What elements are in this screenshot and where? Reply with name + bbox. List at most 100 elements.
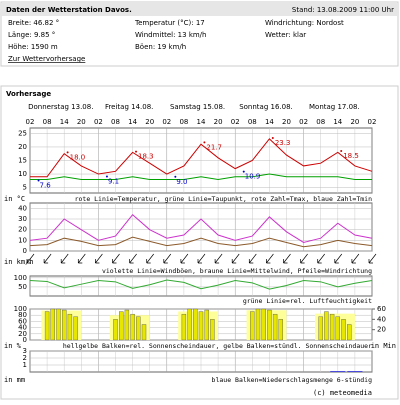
tmin-point: [37, 179, 40, 182]
caption: grüne Linie=rel. Luftfeuchtigkeit: [243, 297, 372, 305]
day-label: Donnerstag 13.08.: [28, 103, 93, 111]
y-tick-label: 50: [18, 283, 27, 291]
hour-label: 20: [145, 118, 154, 126]
wind-arrow: [231, 253, 240, 264]
unit-label: in °C: [4, 195, 25, 203]
tmax-point: [66, 151, 69, 154]
y-tick-label: 40: [18, 324, 27, 332]
y-tick-label: 10: [18, 170, 27, 178]
wind-arrow: [95, 253, 103, 264]
series-line: [30, 173, 372, 180]
hour-label: 20: [77, 118, 86, 126]
day-label: Samstag 15.08.: [170, 103, 225, 111]
y-tick-label: 60: [18, 317, 27, 325]
wind-arrow: [26, 253, 35, 264]
hour-label: 02: [26, 118, 35, 126]
wind-arrow: [266, 253, 274, 264]
forecast-title: Vorhersage: [6, 90, 51, 98]
wind-arrow: [283, 253, 291, 264]
wind-arrow: [77, 253, 86, 264]
tmin-label: 9.0: [176, 178, 187, 186]
hour-label: 20: [350, 118, 359, 126]
bar: [335, 316, 340, 341]
y-tick-label: 0: [23, 336, 27, 344]
caption: hellgelbe Balken=rel. Sonnenscheindauer,…: [63, 342, 372, 350]
bar: [73, 316, 78, 341]
wind-arrow: [214, 253, 223, 264]
bar: [330, 371, 346, 372]
info: Windrichtung: Nordost: [265, 19, 344, 27]
y-tick-label: 80: [18, 311, 27, 319]
y-tick-label: 15: [18, 157, 27, 165]
caption: violette Linie=Windböen, braune Linie=Mi…: [102, 267, 372, 275]
y-tick-label: 1: [23, 361, 27, 369]
y-tick-label: 2: [23, 354, 27, 362]
tmin-label: 7.6: [40, 182, 52, 190]
wind-arrow: [129, 253, 137, 264]
y-tick-label: 5: [23, 184, 27, 192]
info: Böen: 19 km/h: [135, 43, 186, 51]
series-line: [29, 236, 373, 248]
hour-label: 14: [197, 118, 206, 126]
bar: [181, 313, 187, 341]
hour-label: 08: [316, 118, 325, 126]
info: Wetter: klar: [265, 31, 306, 39]
unit-label: in mm: [4, 376, 25, 384]
tmax-label: 21.7: [206, 143, 222, 151]
bar: [341, 319, 346, 341]
wind-arrow: [351, 253, 360, 264]
wind-arrow: [60, 253, 69, 264]
info: Breite: 46.82 °: [8, 19, 59, 27]
credit: (c) meteomedia: [313, 389, 372, 397]
series-line: [30, 138, 373, 178]
bar: [118, 311, 124, 341]
y-tick-label: 100: [14, 274, 27, 282]
bar: [250, 311, 255, 341]
bar: [136, 316, 141, 341]
bar: [347, 324, 352, 341]
caption: blaue Balken=Niederschlagsmenge 6-stündi…: [212, 376, 373, 384]
bar: [124, 309, 130, 341]
y-tick-label: 20: [18, 330, 27, 338]
hour-label: 08: [43, 118, 52, 126]
bar: [278, 319, 283, 341]
unit-label: in %: [4, 342, 22, 350]
wind-arrow: [112, 253, 120, 264]
info: Windmittel: 13 km/h: [135, 31, 206, 39]
bar: [347, 371, 363, 372]
forecast-link[interactable]: Zur Wettervorhersage: [8, 55, 85, 63]
tmax-point: [203, 141, 206, 144]
hour-label: 14: [333, 118, 342, 126]
caption: rote Linie=Temperatur, grüne Linie=Taupu…: [75, 195, 372, 203]
hour-label: 14: [128, 118, 137, 126]
wind-arrow: [334, 253, 343, 264]
tmin-label: 9.1: [108, 177, 119, 185]
bar: [318, 316, 323, 341]
tmin-point: [174, 175, 177, 178]
y-tick-label: 0: [23, 247, 27, 255]
y-tick-label: 20: [18, 143, 27, 151]
hour-label: 20: [214, 118, 223, 126]
tmax-label: 18.0: [70, 153, 86, 161]
y-tick-label: 25: [18, 129, 27, 137]
y2-tick-label: 60: [377, 305, 386, 313]
hour-label: 08: [248, 118, 257, 126]
day-label: Sonntag 16.08.: [239, 103, 293, 111]
bar: [324, 311, 329, 341]
series-line: [29, 279, 373, 290]
bar: [193, 308, 198, 341]
station-title: Daten der Wetterstation Davos.: [6, 6, 132, 14]
hour-label: 02: [162, 118, 171, 126]
hour-label: 14: [265, 118, 274, 126]
bar: [261, 308, 266, 341]
unit-label: in Min: [371, 342, 396, 350]
tmax-label: 18.5: [343, 152, 359, 160]
unit-label: in km/h: [4, 258, 34, 266]
day-label: Montag 17.08.: [309, 103, 360, 111]
bar: [210, 319, 215, 341]
bar: [329, 313, 335, 341]
bar: [113, 319, 118, 341]
tmin-label: 10.9: [245, 173, 261, 181]
wind-arrow: [317, 253, 325, 264]
